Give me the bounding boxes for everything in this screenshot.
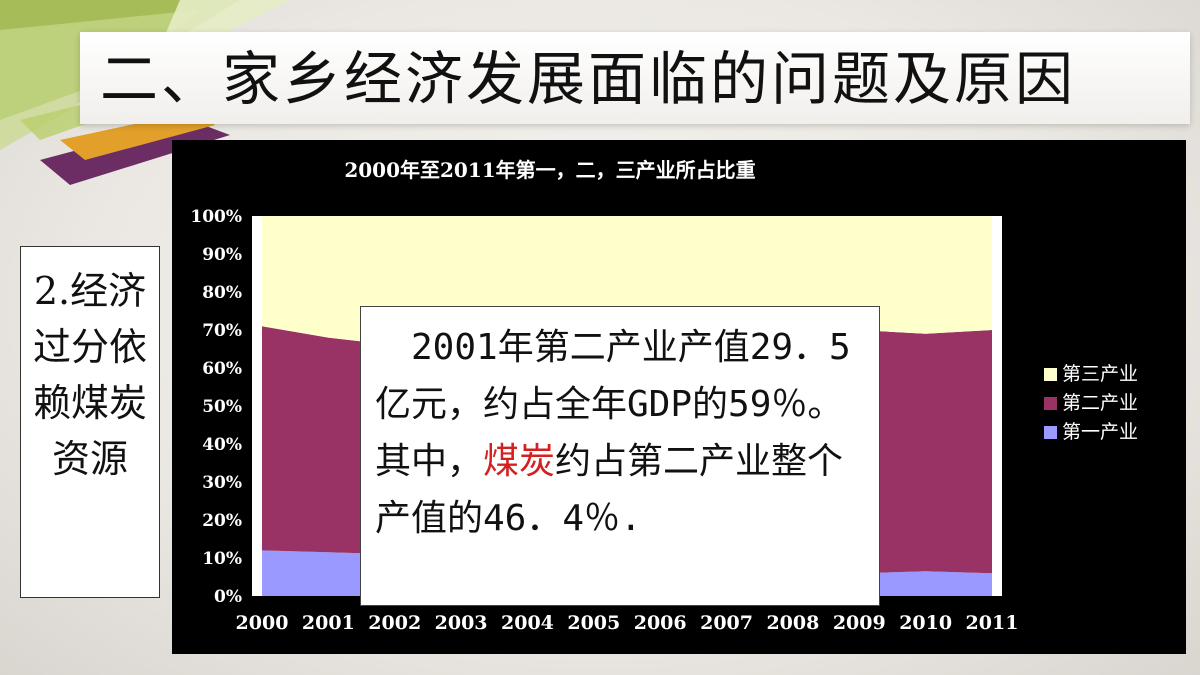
x-tick-label: 2009	[833, 612, 886, 634]
y-axis-ticks: 0% 10% 20% 30% 40% 50% 60% 70% 80% 90% 100%	[190, 207, 242, 607]
y-tick-label: 40%	[202, 435, 242, 455]
y-tick-label: 80%	[202, 283, 242, 303]
x-axis-ticks: 2000 2001 2002 2003 2004 2005 2006 2007 2008 2009…	[236, 612, 1019, 634]
side-note-box: 2.经济过分依赖煤炭资源	[20, 246, 160, 598]
callout-highlight: 煤炭	[483, 441, 556, 482]
y-tick-label: 90%	[202, 245, 242, 265]
x-tick-label: 2000	[236, 612, 289, 634]
callout-box: 2001年第二产业产值29．5亿元，约占全年GDP的59％。其中，煤炭约占第二产…	[360, 306, 880, 606]
x-tick-label: 2010	[899, 612, 952, 634]
y-tick-label: 30%	[202, 473, 242, 493]
y-tick-label: 0%	[214, 587, 242, 607]
title-bar	[80, 32, 1190, 124]
legend-label: 第三产业	[1062, 363, 1138, 385]
y-tick-label: 10%	[202, 549, 242, 569]
y-tick-label: 100%	[190, 207, 242, 227]
y-tick-label: 60%	[202, 359, 242, 379]
legend-swatch	[1044, 368, 1057, 381]
x-tick-label: 2001	[302, 612, 355, 634]
callout-text: 2001年第二产业产值29．5亿元，约占全年GDP的59％。其中，煤炭约占第二产…	[361, 307, 879, 547]
x-tick-label: 2011	[966, 612, 1019, 634]
y-tick-label: 70%	[202, 321, 242, 341]
legend-label: 第二产业	[1062, 392, 1138, 414]
chart-title: 2000年至2011年第一，二，三产业所占比重	[344, 158, 755, 182]
x-tick-label: 2006	[634, 612, 687, 634]
legend-swatch	[1044, 397, 1057, 410]
x-tick-label: 2002	[368, 612, 421, 634]
callout-part1: 2001年第二产业产值29．5亿元，约占全年GDP的59％。其中，	[375, 327, 851, 482]
page-title: 二、家乡经济发展面临的问题及原因	[100, 45, 1077, 113]
x-tick-label: 2005	[567, 612, 620, 634]
y-tick-label: 20%	[202, 511, 242, 531]
legend-label: 第一产业	[1062, 421, 1138, 443]
legend-swatch	[1044, 426, 1057, 439]
x-tick-label: 2003	[435, 612, 488, 634]
x-tick-label: 2008	[766, 612, 819, 634]
x-tick-label: 2004	[501, 612, 554, 634]
callout-part2: 约占第二产业整个产值的46．4％.	[375, 441, 844, 539]
y-tick-label: 50%	[202, 397, 242, 417]
x-tick-label: 2007	[700, 612, 753, 634]
side-note-text: 2.经济过分依赖煤炭资源	[32, 269, 147, 481]
